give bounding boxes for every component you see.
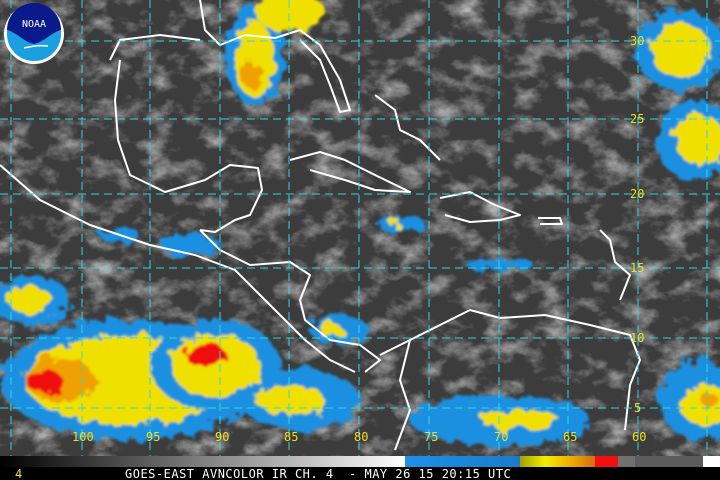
lon-label-85: 85: [284, 430, 299, 444]
noaa-logo-text: NOAA: [22, 19, 46, 30]
lon-label-80: 80: [354, 430, 369, 444]
channel-label: 4: [15, 467, 23, 480]
lat-lon-grid: [0, 0, 720, 456]
image-title: GOES-EAST AVNCOLOR IR CH. 4 - MAY 26 15 …: [125, 467, 512, 480]
lat-label-15: 15: [630, 261, 645, 275]
lat-label-5: 5: [634, 401, 642, 415]
lat-label-25: 25: [630, 112, 645, 126]
satellite-map: [0, 0, 720, 456]
convection-areas: [0, 0, 720, 445]
color-scale-bar: [0, 456, 720, 467]
caption-bar: [0, 467, 720, 480]
lon-label-90: 90: [215, 430, 230, 444]
lon-label-100: 100: [72, 430, 94, 444]
lat-label-10: 10: [630, 331, 645, 345]
lon-label-95: 95: [146, 430, 161, 444]
lon-label-70: 70: [494, 430, 509, 444]
coastlines: [0, 0, 641, 451]
lon-label-60: 60: [632, 430, 647, 444]
noaa-logo: NOAA: [4, 3, 64, 64]
lon-label-75: 75: [424, 430, 439, 444]
lon-label-65: 65: [563, 430, 578, 444]
lat-label-20: 20: [630, 187, 645, 201]
lat-label-30: 30: [630, 34, 645, 48]
